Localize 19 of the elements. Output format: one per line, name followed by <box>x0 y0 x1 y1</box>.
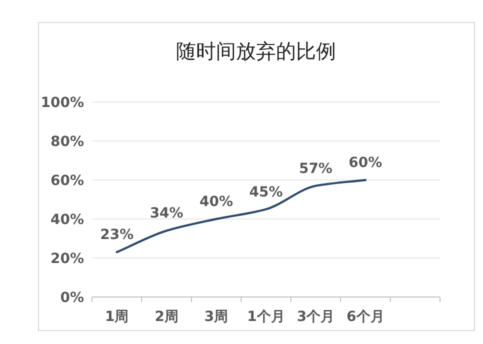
y-tick-label: 40% <box>50 212 84 228</box>
data-label: 57% <box>298 160 332 177</box>
data-label: 45% <box>249 184 283 200</box>
y-tick-label: 60% <box>50 173 84 189</box>
x-tick-label: 3个月 <box>296 309 335 325</box>
data-label: 40% <box>200 194 234 210</box>
x-tick-label: 2周 <box>154 309 178 325</box>
data-label: 23% <box>100 227 134 244</box>
x-tick-label: 3周 <box>204 309 228 325</box>
y-tick-label: 100% <box>40 95 84 111</box>
data-label: 34% <box>150 206 184 222</box>
x-tick-label: 1个月 <box>247 309 285 325</box>
data-label: 60% <box>348 155 382 171</box>
chart-title: 随时间放弃的比例 <box>176 39 336 63</box>
x-tick-label: 6个月 <box>346 309 384 325</box>
y-tick-label: 20% <box>50 251 84 267</box>
y-tick-label: 0% <box>60 290 84 306</box>
x-tick-label: 1周 <box>104 309 129 325</box>
y-tick-label: 80% <box>50 134 84 150</box>
